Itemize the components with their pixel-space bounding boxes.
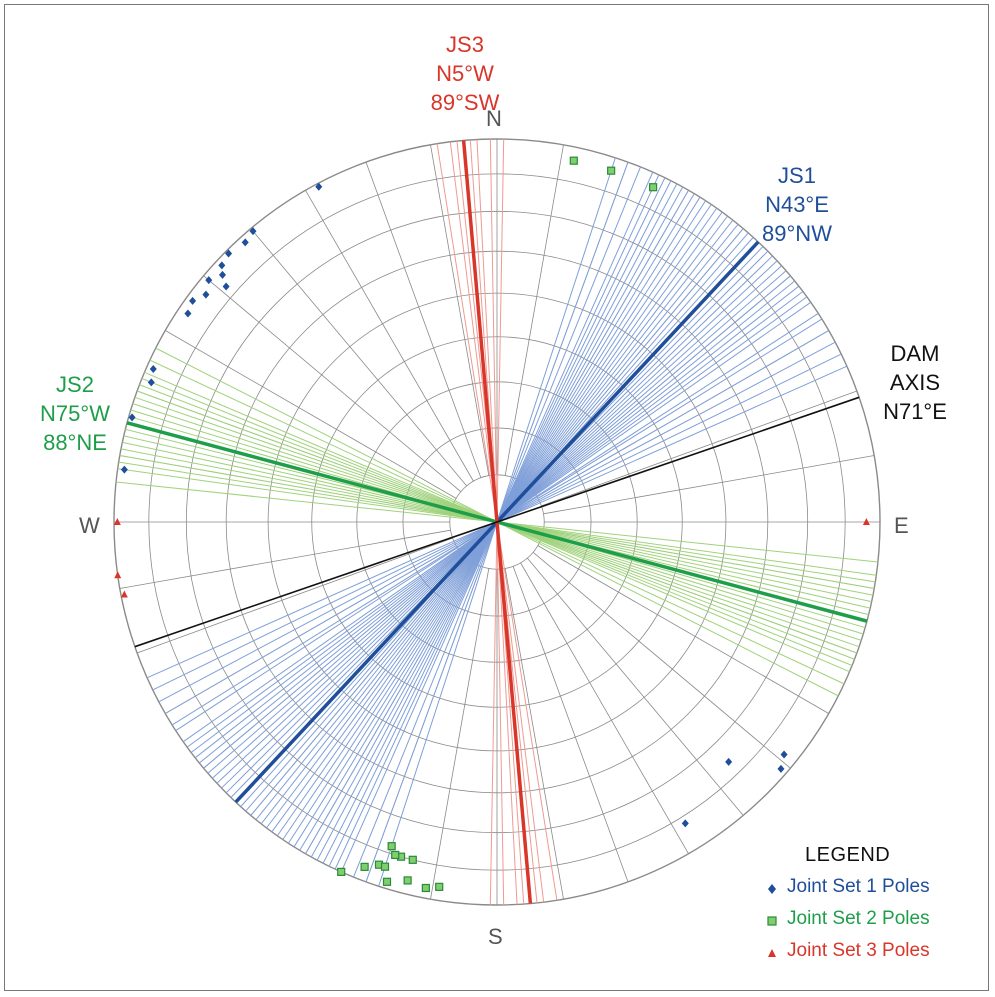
legend-item-js2: Joint Set 2 Poles [765, 908, 930, 930]
west-label: W [79, 513, 100, 538]
js1-pole [777, 764, 785, 773]
js2-pole [382, 877, 392, 886]
grid-radial [520, 562, 689, 854]
dam-axis-mean-plane [134, 396, 860, 648]
js2-pole [607, 166, 616, 175]
grid-radial [430, 144, 490, 476]
js1-pole [205, 276, 213, 285]
js1-pole [222, 282, 230, 291]
legend-js3-label: Joint Set 3 Poles [787, 940, 930, 961]
grid-radial [136, 537, 453, 654]
js1-pole [189, 296, 197, 305]
js2-strike: N75°W [40, 401, 110, 426]
js2-pole [337, 867, 346, 876]
js2-annotation: JS2 N75°W 88°NE [20, 370, 130, 457]
js1-pole [147, 378, 155, 387]
js3-annotation: JS3 N5°W 89°SW [410, 30, 520, 117]
js1-pole [241, 238, 249, 247]
js2-pole [360, 862, 369, 871]
js2-pole [649, 183, 658, 192]
legend-item-js3: Joint Set 3 Poles [765, 940, 930, 962]
js3-pole [114, 571, 122, 579]
js1-pole [725, 757, 733, 766]
js1-pole [120, 465, 128, 474]
js2-pole [569, 156, 578, 165]
legend-js3-symbol [768, 949, 776, 957]
js1-name: JS1 [778, 163, 816, 188]
js1-dip: 89°NW [762, 221, 832, 246]
js2-pole [421, 883, 430, 893]
js1-pole [249, 227, 257, 236]
legend-js1-label: Joint Set 1 Poles [787, 876, 930, 897]
east-label: E [894, 513, 909, 538]
grid-radial [543, 455, 875, 515]
js3-dip: 89°SW [430, 90, 500, 115]
js1-pole [128, 413, 136, 422]
square-icon [765, 912, 779, 926]
grid-radial [305, 190, 474, 482]
js3-name: JS3 [446, 32, 484, 57]
triangle-icon [765, 944, 779, 958]
north-label: N [486, 106, 502, 131]
diamond-icon [765, 880, 779, 894]
figure-frame [4, 4, 989, 991]
legend-item-js1: Joint Set 1 Poles [765, 876, 930, 898]
grid-radial [365, 161, 482, 478]
dam-axis-line2: AXIS [889, 370, 941, 395]
js1-pole [218, 270, 226, 279]
js1-pole [149, 364, 157, 373]
js1-pole [218, 261, 226, 270]
south-label: S [488, 924, 503, 949]
js2-pole [403, 876, 412, 885]
pole-points [113, 156, 870, 893]
grid-radial [430, 568, 490, 900]
js3-pole [113, 518, 121, 525]
dam-axis-strike: N71°E [883, 399, 947, 424]
js3-strike: N5°W [436, 61, 494, 86]
js2-pole [435, 882, 444, 891]
js3-pole [862, 518, 870, 525]
js3-pole [120, 590, 128, 598]
legend-title: LEGEND [805, 844, 891, 866]
mean-planes [126, 140, 868, 904]
grid-radial [504, 144, 564, 476]
dam-axis-line1: DAM [890, 341, 940, 366]
js1-strike: N43°E [765, 192, 829, 217]
legend-js2-symbol [767, 916, 777, 926]
grid-radial [165, 330, 457, 499]
grid-radial [119, 529, 451, 589]
grid-radial [527, 557, 744, 816]
dam-axis-annotation: DAM AXIS N71°E [860, 339, 970, 426]
legend-js1-symbol [768, 884, 776, 894]
js1-pole [681, 819, 689, 828]
grid-radial [512, 566, 629, 883]
grid-radial [532, 552, 791, 769]
grid-radial [250, 228, 467, 487]
js1-pole [184, 309, 192, 318]
js2-name: JS2 [56, 372, 94, 397]
js2-pole [380, 862, 390, 871]
js1-annotation: JS1 N43°E 89°NW [742, 161, 852, 248]
js2-dip: 88°NE [43, 430, 107, 455]
legend-js2-label: Joint Set 2 Poles [787, 908, 930, 929]
grid-radial [504, 568, 564, 900]
grid-radial [203, 275, 462, 492]
js2-pole [387, 842, 396, 851]
js2-pole [408, 855, 417, 864]
grid-radial [537, 545, 829, 714]
js2-pole [391, 850, 400, 860]
js1-pole [225, 249, 233, 258]
js1-pole [315, 182, 323, 191]
js1-pole [202, 290, 210, 299]
grid-radial [541, 390, 858, 507]
js1-pole [780, 750, 788, 759]
